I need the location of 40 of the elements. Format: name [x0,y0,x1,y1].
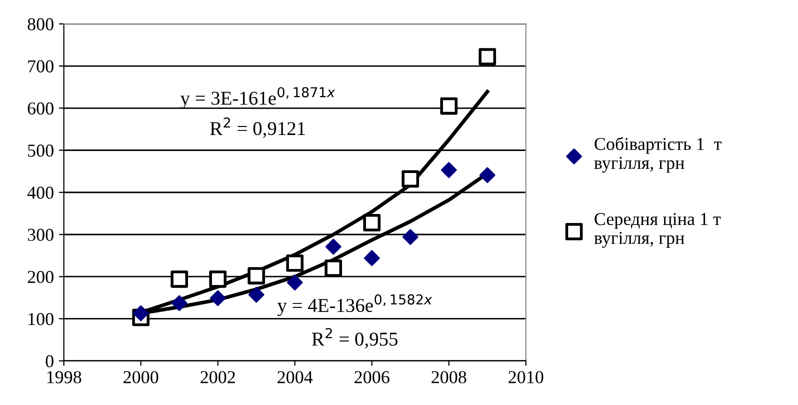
point [478,48,496,66]
y-tick-label: 0 [46,355,54,368]
point [209,270,227,288]
x-tick-label: 2006 [354,371,390,384]
y-tick-label: 300 [28,228,54,241]
y-tick-label: 400 [27,186,54,199]
y-tick-label: 200 [28,270,54,284]
point [325,238,342,255]
y-tick-label: 500 [28,144,54,157]
y-tick-label: 100 [28,312,54,326]
point [440,97,458,115]
point [248,267,266,284]
point [440,162,457,178]
legend-label: Собівартість 1 т вугілля, грн [594,137,722,173]
x-tick-label: 2010 [508,371,544,384]
point [248,286,264,303]
x-tick-label: 2008 [432,371,466,384]
x-tick-label: 1998 [47,371,82,384]
point [364,250,380,266]
point [210,290,226,306]
y-tick-label: 700 [28,60,54,72]
point [132,305,149,322]
point [286,274,303,290]
y-tick-label: 600 [28,102,54,115]
x-tick-label: 2002 [200,371,235,384]
point [479,167,496,184]
point [363,214,381,232]
point [402,229,418,245]
annotation: R$^{2}$ = 0,955 [312,328,398,349]
annotation: R$^{2}$ = 0,9121 [210,117,305,138]
legend-label: Середня ціна 1 т вугілля, грн [594,213,721,248]
y-tick-label: 800 [28,18,54,30]
point [402,170,420,188]
point [171,295,188,312]
x-tick-label: 2004 [278,371,313,384]
point [286,254,304,272]
point [324,260,342,277]
x-tick-label: 2000 [124,371,158,384]
point [170,270,188,288]
annotation: y = 4E-136e$^{0,1582x}$ [277,294,432,316]
